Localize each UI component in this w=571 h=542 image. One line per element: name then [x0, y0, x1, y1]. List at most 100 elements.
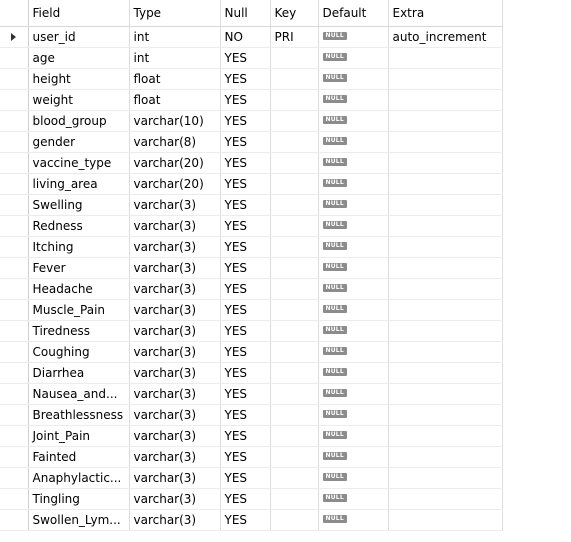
key-cell[interactable] — [270, 488, 319, 510]
null-cell[interactable]: YES — [220, 467, 271, 489]
default-cell[interactable]: NULL — [318, 173, 389, 195]
type-cell[interactable]: varchar(20) — [129, 173, 221, 195]
field-cell[interactable]: Diarrhea — [28, 362, 130, 384]
type-cell[interactable]: varchar(8) — [129, 131, 221, 153]
table-row[interactable]: weight float YES NULL — [0, 89, 503, 111]
table-row[interactable]: gender varchar(8) YES NULL — [0, 131, 503, 153]
null-cell[interactable]: YES — [220, 236, 271, 258]
table-row[interactable]: blood_group varchar(10) YES NULL — [0, 110, 503, 132]
field-cell[interactable]: Joint_Pain — [28, 425, 130, 447]
extra-cell[interactable] — [388, 173, 503, 195]
type-cell[interactable]: varchar(3) — [129, 509, 221, 531]
field-cell[interactable]: living_area — [28, 173, 130, 195]
type-cell[interactable]: varchar(3) — [129, 383, 221, 405]
null-cell[interactable]: YES — [220, 215, 271, 237]
field-cell[interactable]: Anaphylactic... — [28, 467, 130, 489]
type-cell[interactable]: int — [129, 47, 221, 69]
null-cell[interactable]: YES — [220, 299, 271, 321]
column-header-extra[interactable]: Extra — [388, 0, 503, 27]
row-header[interactable] — [0, 509, 29, 531]
type-cell[interactable]: varchar(3) — [129, 278, 221, 300]
default-cell[interactable]: NULL — [318, 236, 389, 258]
null-cell[interactable]: NO — [220, 26, 271, 48]
table-row[interactable]: Redness varchar(3) YES NULL — [0, 215, 503, 237]
key-cell[interactable] — [270, 257, 319, 279]
key-cell[interactable] — [270, 131, 319, 153]
row-header[interactable] — [0, 446, 29, 468]
extra-cell[interactable] — [388, 341, 503, 363]
table-row[interactable]: Swelling varchar(3) YES NULL — [0, 194, 503, 216]
column-header-default[interactable]: Default — [318, 0, 389, 27]
key-cell[interactable] — [270, 446, 319, 468]
key-cell[interactable] — [270, 341, 319, 363]
table-row[interactable]: Muscle_Pain varchar(3) YES NULL — [0, 299, 503, 321]
key-cell[interactable] — [270, 467, 319, 489]
table-row[interactable]: Nausea_and... varchar(3) YES NULL — [0, 383, 503, 405]
field-cell[interactable]: Fever — [28, 257, 130, 279]
type-cell[interactable]: varchar(3) — [129, 488, 221, 510]
key-cell[interactable] — [270, 152, 319, 174]
default-cell[interactable]: NULL — [318, 68, 389, 90]
default-cell[interactable]: NULL — [318, 362, 389, 384]
extra-cell[interactable] — [388, 383, 503, 405]
key-cell[interactable] — [270, 320, 319, 342]
null-cell[interactable]: YES — [220, 383, 271, 405]
extra-cell[interactable] — [388, 236, 503, 258]
null-cell[interactable]: YES — [220, 425, 271, 447]
row-header[interactable] — [0, 152, 29, 174]
field-cell[interactable]: user_id — [28, 26, 130, 48]
field-cell[interactable]: age — [28, 47, 130, 69]
extra-cell[interactable] — [388, 509, 503, 531]
field-cell[interactable]: Nausea_and... — [28, 383, 130, 405]
default-cell[interactable]: NULL — [318, 383, 389, 405]
null-cell[interactable]: YES — [220, 341, 271, 363]
extra-cell[interactable] — [388, 68, 503, 90]
row-header[interactable] — [0, 320, 29, 342]
row-header[interactable] — [0, 194, 29, 216]
key-cell[interactable]: PRI — [270, 26, 319, 48]
default-cell[interactable]: NULL — [318, 446, 389, 468]
null-cell[interactable]: YES — [220, 488, 271, 510]
row-header[interactable] — [0, 236, 29, 258]
column-header-null[interactable]: Null — [220, 0, 271, 27]
key-cell[interactable] — [270, 194, 319, 216]
type-cell[interactable]: varchar(3) — [129, 215, 221, 237]
table-row[interactable]: vaccine_type varchar(20) YES NULL — [0, 152, 503, 174]
type-cell[interactable]: varchar(3) — [129, 194, 221, 216]
default-cell[interactable]: NULL — [318, 488, 389, 510]
default-cell[interactable]: NULL — [318, 47, 389, 69]
type-cell[interactable]: int — [129, 26, 221, 48]
default-cell[interactable]: NULL — [318, 278, 389, 300]
table-row[interactable]: age int YES NULL — [0, 47, 503, 69]
type-cell[interactable]: varchar(3) — [129, 362, 221, 384]
field-cell[interactable]: Tingling — [28, 488, 130, 510]
extra-cell[interactable] — [388, 257, 503, 279]
default-cell[interactable]: NULL — [318, 467, 389, 489]
null-cell[interactable]: YES — [220, 194, 271, 216]
field-cell[interactable]: Tiredness — [28, 320, 130, 342]
type-cell[interactable]: float — [129, 68, 221, 90]
row-header[interactable] — [0, 173, 29, 195]
type-cell[interactable]: varchar(3) — [129, 425, 221, 447]
key-cell[interactable] — [270, 425, 319, 447]
type-cell[interactable]: varchar(3) — [129, 446, 221, 468]
table-row[interactable]: Swollen_Lym... varchar(3) YES NULL — [0, 509, 503, 531]
extra-cell[interactable] — [388, 404, 503, 426]
row-header[interactable] — [0, 215, 29, 237]
field-cell[interactable]: Fainted — [28, 446, 130, 468]
table-row[interactable]: Itching varchar(3) YES NULL — [0, 236, 503, 258]
type-cell[interactable]: float — [129, 89, 221, 111]
table-row[interactable]: living_area varchar(20) YES NULL — [0, 173, 503, 195]
extra-cell[interactable]: auto_increment — [388, 26, 503, 48]
field-cell[interactable]: Breathlessness — [28, 404, 130, 426]
type-cell[interactable]: varchar(3) — [129, 404, 221, 426]
extra-cell[interactable] — [388, 110, 503, 132]
null-cell[interactable]: YES — [220, 446, 271, 468]
table-row[interactable]: Breathlessness varchar(3) YES NULL — [0, 404, 503, 426]
row-header[interactable] — [0, 26, 29, 48]
default-cell[interactable]: NULL — [318, 152, 389, 174]
extra-cell[interactable] — [388, 278, 503, 300]
table-row[interactable]: Coughing varchar(3) YES NULL — [0, 341, 503, 363]
type-cell[interactable]: varchar(3) — [129, 320, 221, 342]
extra-cell[interactable] — [388, 131, 503, 153]
